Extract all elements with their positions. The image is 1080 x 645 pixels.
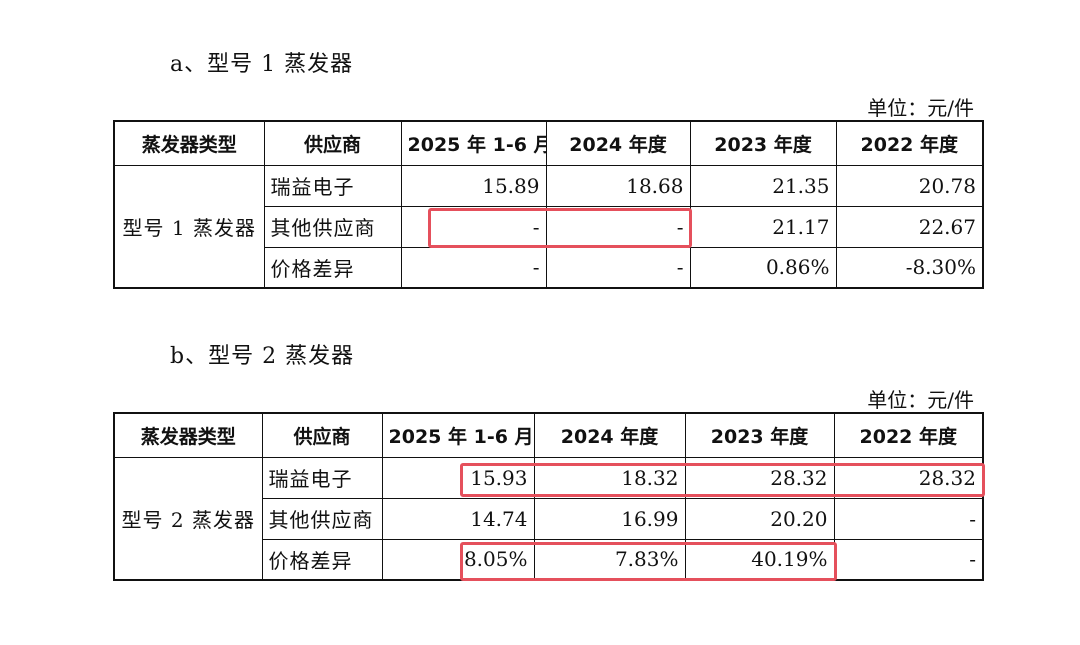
- value-cell: 8.05%: [381, 538, 535, 581]
- header-supplier: 供应商: [263, 120, 402, 166]
- supplier-cell: 其他供应商: [263, 205, 402, 248]
- evaporator-type-cell: 型号 2 蒸发器: [113, 456, 263, 581]
- table-row: 价格差异 8.05% 7.83% 40.19% -: [114, 538, 984, 581]
- table-b: 蒸发器类型 供应商 2025 年 1-6 月 2024 年度 2023 年度 2…: [113, 412, 984, 581]
- value-cell: 40.19%: [684, 538, 835, 581]
- section-b-unit: 单位：元/件: [867, 388, 974, 412]
- section-a-unit: 单位：元/件: [867, 96, 974, 120]
- value-cell: 28.32: [833, 456, 984, 499]
- value-cell: 20.78: [835, 164, 984, 207]
- value-cell: 16.99: [533, 497, 686, 540]
- supplier-cell: 价格差异: [263, 246, 402, 289]
- value-cell: 18.68: [545, 164, 691, 207]
- header-2024: 2024 年度: [533, 412, 686, 458]
- header-2023: 2023 年度: [689, 120, 837, 166]
- header-type: 蒸发器类型: [113, 120, 265, 166]
- value-cell: -: [545, 246, 691, 289]
- table-b-header-row: 蒸发器类型 供应商 2025 年 1-6 月 2024 年度 2023 年度 2…: [113, 412, 984, 458]
- value-cell: 7.83%: [533, 538, 686, 581]
- value-cell: 18.32: [533, 456, 686, 499]
- table-a-header-row: 蒸发器类型 供应商 2025 年 1-6 月 2024 年度 2023 年度 2…: [113, 120, 984, 166]
- header-type: 蒸发器类型: [113, 412, 263, 458]
- header-supplier: 供应商: [261, 412, 383, 458]
- supplier-cell: 瑞益电子: [261, 456, 383, 499]
- header-2024: 2024 年度: [545, 120, 691, 166]
- value-cell: -: [545, 205, 691, 248]
- supplier-cell: 瑞益电子: [263, 164, 402, 207]
- value-cell: 21.17: [689, 205, 837, 248]
- table-row: 型号 1 蒸发器 瑞益电子 15.89 18.68 21.35 20.78: [113, 164, 984, 289]
- table-row: 其他供应商 14.74 16.99 20.20 -: [114, 497, 984, 540]
- value-cell: -: [833, 497, 984, 540]
- header-2023: 2023 年度: [684, 412, 835, 458]
- value-cell: 28.32: [684, 456, 835, 499]
- value-cell: -8.30%: [835, 246, 984, 289]
- header-2022: 2022 年度: [835, 120, 984, 166]
- table-a: 蒸发器类型 供应商 2025 年 1-6 月 2024 年度 2023 年度 2…: [113, 120, 984, 289]
- header-2022: 2022 年度: [833, 412, 984, 458]
- value-cell: 15.89: [400, 164, 547, 207]
- value-cell: 22.67: [835, 205, 984, 248]
- value-cell: -: [400, 205, 547, 248]
- header-2025h1: 2025 年 1-6 月: [381, 412, 535, 458]
- value-cell: -: [833, 538, 984, 581]
- value-cell: 0.86%: [689, 246, 837, 289]
- value-cell: 15.93: [381, 456, 535, 499]
- value-cell: 20.20: [684, 497, 835, 540]
- evaporator-type-cell: 型号 1 蒸发器: [113, 164, 265, 289]
- section-a-title: a、型号 1 蒸发器: [170, 52, 354, 77]
- value-cell: -: [400, 246, 547, 289]
- section-b-title: b、型号 2 蒸发器: [170, 344, 355, 369]
- header-2025h1: 2025 年 1-6 月: [400, 120, 547, 166]
- supplier-cell: 价格差异: [261, 538, 383, 581]
- supplier-cell: 其他供应商: [261, 497, 383, 540]
- table-row: 型号 2 蒸发器 瑞益电子 15.93 18.32 28.32 28.32: [113, 456, 984, 581]
- value-cell: 14.74: [381, 497, 535, 540]
- value-cell: 21.35: [689, 164, 837, 207]
